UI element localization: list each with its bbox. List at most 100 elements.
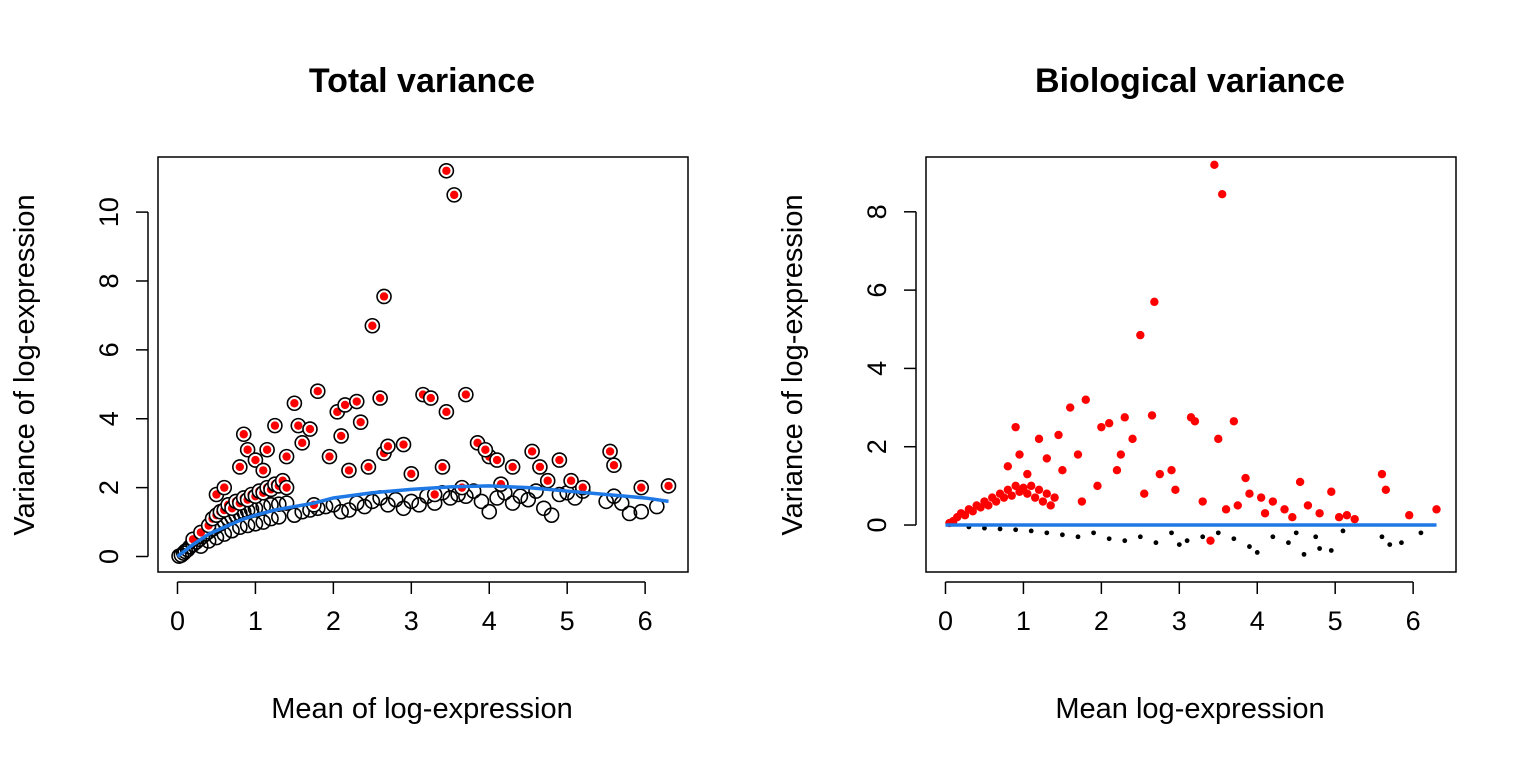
x-tick-label: 6 <box>638 606 653 636</box>
hvg-point <box>1038 497 1048 506</box>
hvg-point <box>1027 481 1036 491</box>
hvg-point <box>1011 422 1020 432</box>
hvg-point <box>1104 419 1114 428</box>
data-point <box>473 493 490 510</box>
hvg-point <box>262 445 272 454</box>
hvg-point <box>368 321 377 330</box>
data-point <box>1387 542 1393 547</box>
hvg-point <box>1023 489 1032 498</box>
hvg-point <box>543 476 552 485</box>
hvg-point <box>605 447 615 456</box>
data-point <box>1169 530 1174 536</box>
hvg-point <box>1256 493 1266 502</box>
hvg-point <box>1042 454 1052 463</box>
hvg-point <box>1116 450 1126 459</box>
hvg-point <box>344 466 354 475</box>
hvg-point <box>508 462 517 472</box>
data-point <box>1215 530 1221 536</box>
axis-ticks: 0 1 2 3 4 5 6 0 2 4 6 8 <box>862 204 1421 636</box>
hvg-point <box>442 166 451 175</box>
hvg-point <box>294 421 303 430</box>
hvg-point <box>282 483 291 492</box>
hvg-point <box>1093 481 1102 491</box>
y-tick-label: 0 <box>862 518 892 533</box>
hvg-point <box>527 447 537 456</box>
data-point <box>1176 542 1182 547</box>
hvg-point <box>1260 509 1270 518</box>
data-point <box>1293 530 1299 536</box>
hvg-point <box>578 483 587 492</box>
y-axis-label: Variance of log-expression <box>777 194 809 535</box>
hvg-point <box>1003 462 1013 471</box>
data-point <box>1301 551 1307 557</box>
hvg-point <box>637 483 646 492</box>
data-point <box>333 503 349 520</box>
hvg-point <box>1167 466 1176 475</box>
y-tick-label: 2 <box>94 480 124 495</box>
hvg-point <box>259 466 268 475</box>
y-tick-label: 6 <box>862 283 892 298</box>
hvg-point <box>1214 434 1223 444</box>
data-point <box>403 493 420 510</box>
y-tick-label: 4 <box>862 361 892 376</box>
hvg-points <box>945 160 1441 545</box>
data-point <box>543 507 560 523</box>
data-point <box>1013 527 1019 533</box>
hvg-point <box>664 481 673 491</box>
hvg-point <box>442 407 451 417</box>
hvg-point <box>282 452 291 461</box>
data-point <box>1340 528 1346 534</box>
data-point <box>1200 534 1206 540</box>
data-point <box>1317 546 1323 551</box>
data-point <box>1137 534 1143 540</box>
hvg-point <box>325 452 334 461</box>
data-point <box>442 490 459 506</box>
data-point <box>621 505 638 522</box>
hvg-point <box>1295 477 1305 487</box>
hvg-point <box>270 421 280 430</box>
hvg-point <box>235 462 245 472</box>
hvg-point <box>336 431 346 441</box>
data-point <box>1418 530 1424 536</box>
panel-title: Total variance <box>309 62 535 100</box>
data-point <box>1328 548 1334 553</box>
hvg-point <box>1381 485 1391 494</box>
hvg-point <box>1210 160 1219 170</box>
trend-polyline <box>176 484 669 558</box>
x-tick-label: 0 <box>938 606 953 636</box>
hvg-point <box>1065 403 1075 412</box>
hvg-point <box>1342 511 1352 520</box>
hvg-point <box>1350 514 1359 524</box>
data-point <box>411 497 427 513</box>
data-point <box>1106 536 1112 542</box>
data-point <box>1028 528 1034 534</box>
hvg-point <box>1147 411 1157 420</box>
data-point <box>1153 540 1159 546</box>
hvg-point <box>239 430 248 439</box>
hvg-point <box>438 462 447 472</box>
data-point <box>1075 534 1081 540</box>
hvg-point <box>1288 512 1297 522</box>
hvg-point <box>1046 501 1055 510</box>
hvg-point <box>492 455 502 465</box>
hvg-point <box>1315 509 1324 518</box>
non-hvg-points <box>966 524 1424 557</box>
hvg-point <box>1334 512 1344 522</box>
hvg-point <box>399 440 408 449</box>
hvg-point <box>1023 469 1032 479</box>
y-tick-label: 4 <box>94 411 124 426</box>
hvg-point <box>449 190 459 200</box>
data-point <box>982 525 987 531</box>
data-point <box>633 503 650 520</box>
hvg-point <box>1280 505 1289 514</box>
hvg-point <box>461 390 471 399</box>
hvg-point <box>991 497 1001 506</box>
hvg-point <box>481 445 490 454</box>
data-point <box>356 498 373 515</box>
plot-frame <box>157 156 689 573</box>
data-point <box>1044 530 1050 536</box>
data-point <box>551 486 568 503</box>
hvg-point <box>1034 434 1044 444</box>
data-point <box>1059 532 1065 538</box>
